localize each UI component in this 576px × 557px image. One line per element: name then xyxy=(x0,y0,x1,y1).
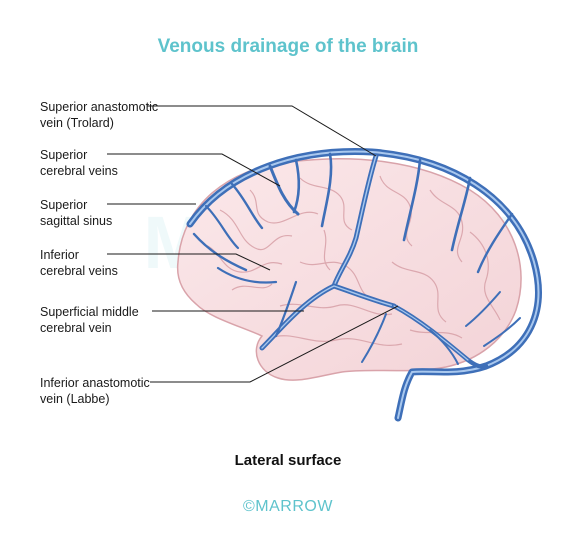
leader-superior-cerebral xyxy=(107,153,281,187)
label-inferior-cerebral-veins: Inferior cerebral veins xyxy=(40,248,118,278)
credit-logo: ©MARROW xyxy=(243,498,333,515)
leader-inferior-anastomotic xyxy=(150,305,399,383)
diagram-title: Venous drainage of the brain xyxy=(157,36,419,57)
label-superior-anastomotic-vein: Superior anastomotic vein (Trolard) xyxy=(40,100,159,130)
brain-outline xyxy=(176,158,522,381)
diagram-caption: Lateral surface xyxy=(234,452,342,469)
label-inferior-anastomotic-vein: Inferior anastomotic vein (Labbe) xyxy=(40,376,150,406)
vein-network xyxy=(186,148,542,422)
brain-gyri xyxy=(204,175,501,346)
label-superficial-middle-cerebral-vein: Superficial middle cerebral vein xyxy=(40,305,139,335)
label-superior-cerebral-veins: Superior cerebral veins xyxy=(40,148,118,178)
leader-inferior-cerebral xyxy=(107,253,271,271)
leader-superior-anastomotic xyxy=(147,105,377,157)
leader-lines xyxy=(107,105,399,383)
label-superior-sagittal-sinus: Superior sagittal sinus xyxy=(40,198,113,228)
